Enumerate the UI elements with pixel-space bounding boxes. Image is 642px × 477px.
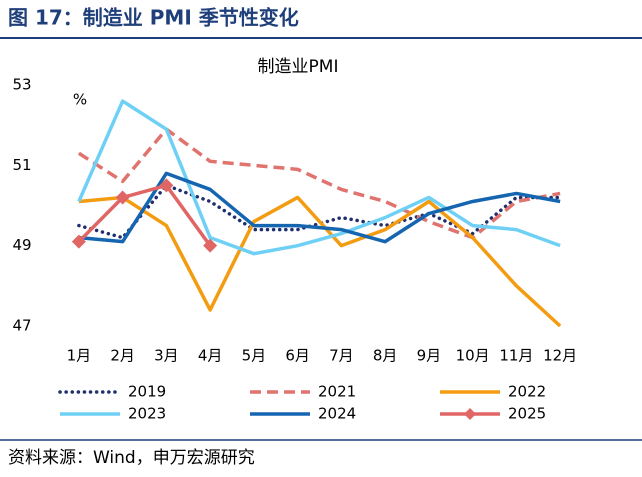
x-tick-label: 9月 <box>417 347 442 365</box>
x-tick-label: 11月 <box>499 347 533 365</box>
y-tick-label: 53 <box>12 76 31 94</box>
legend-marker <box>464 408 476 420</box>
point-marker <box>71 234 86 249</box>
point-marker <box>115 190 130 205</box>
chart-title: 制造业PMI <box>258 57 339 77</box>
x-tick-label: 7月 <box>329 347 354 365</box>
x-tick-label: 12月 <box>543 347 577 365</box>
series-line <box>77 99 561 256</box>
series-line <box>77 183 212 247</box>
legend-label: 2021 <box>318 383 356 401</box>
legend-label: 2022 <box>508 383 546 401</box>
y-tick-label: 49 <box>12 236 31 254</box>
y-tick-label: 47 <box>12 317 31 335</box>
point-marker <box>159 178 174 193</box>
series-line <box>78 171 561 244</box>
series-line <box>77 183 562 240</box>
x-tick-label: 1月 <box>67 347 92 365</box>
x-tick-label: 10月 <box>456 347 490 365</box>
x-tick-label: 2月 <box>110 347 135 365</box>
figure-title: 图 17：制造业 PMI 季节性变化 <box>8 6 299 30</box>
series-line <box>78 195 562 328</box>
x-tick-label: 4月 <box>198 347 223 365</box>
x-tick-label: 6月 <box>285 347 310 365</box>
x-tick-label: 8月 <box>373 347 398 365</box>
legend-label: 2019 <box>128 383 166 401</box>
legend-label: 2025 <box>508 405 546 423</box>
y-unit: % <box>73 91 87 109</box>
legend-label: 2023 <box>128 405 166 423</box>
point-marker <box>203 238 218 253</box>
legend-label: 2024 <box>318 405 356 423</box>
x-tick-label: 5月 <box>242 347 267 365</box>
y-tick-label: 51 <box>12 156 31 174</box>
source: 资料来源：Wind，申万宏源研究 <box>8 448 255 468</box>
series-line <box>77 127 561 240</box>
x-tick-label: 3月 <box>154 347 179 365</box>
